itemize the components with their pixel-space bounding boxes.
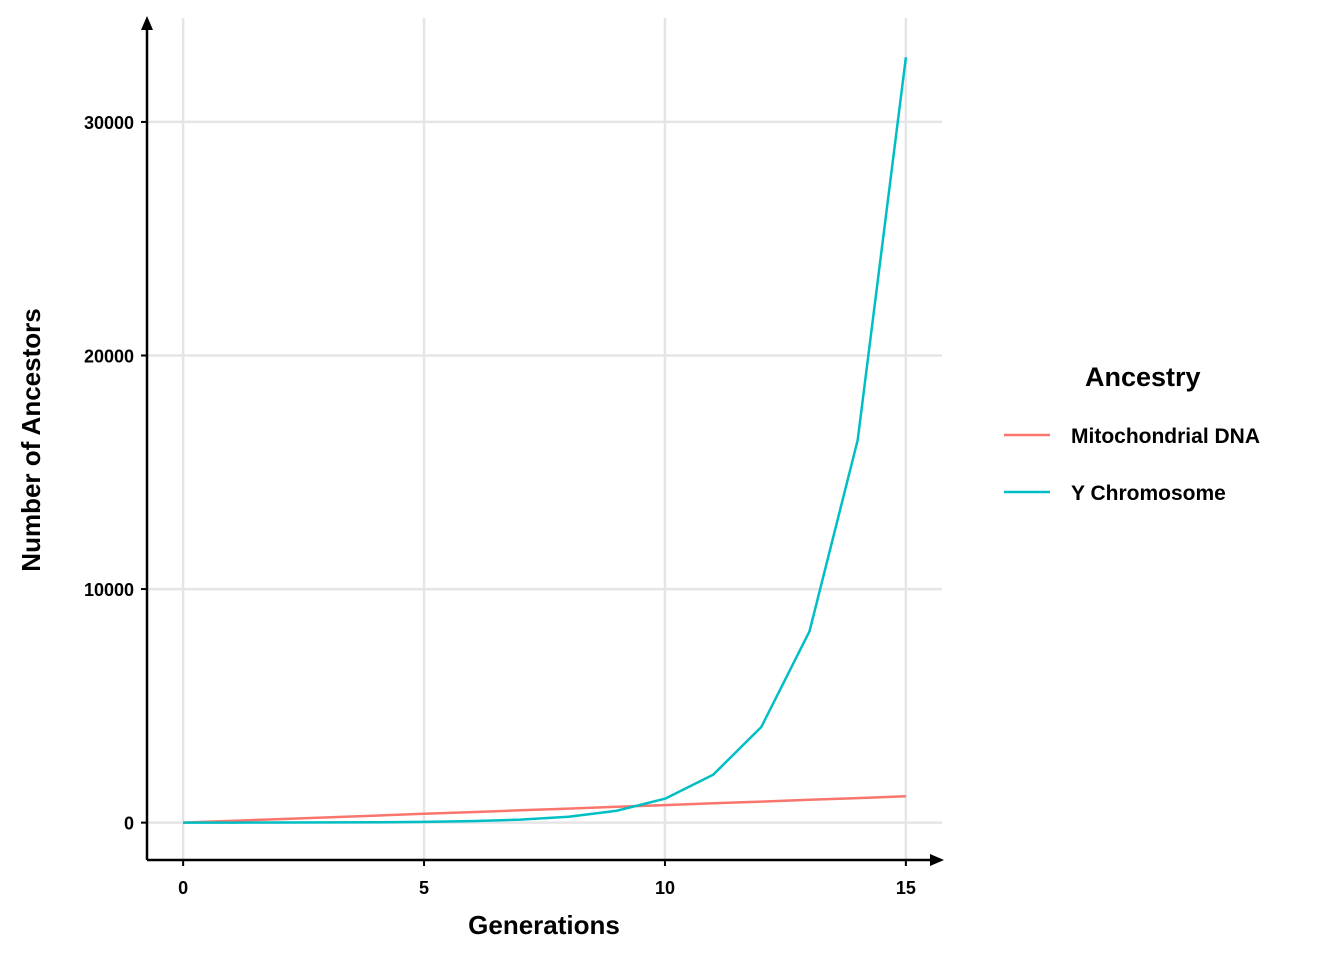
y-tick-label: 30000 (84, 113, 134, 133)
x-tick-label: 0 (178, 878, 188, 898)
x-tick-label: 15 (896, 878, 916, 898)
legend-label-mitochondrial-dna: Mitochondrial DNA (1071, 425, 1260, 448)
x-tick-label: 10 (655, 878, 675, 898)
axes (141, 16, 944, 866)
y-tick-label: 10000 (84, 580, 134, 600)
y-axis-label: Number of Ancestors (16, 308, 46, 571)
legend: Ancestry Mitochondrial DNA Y Chromosome (1004, 362, 1260, 505)
grid (147, 18, 942, 860)
series-line-mitochondrial-dna (183, 795, 906, 824)
y-tick-label: 0 (124, 814, 134, 834)
y-tick-label: 20000 (84, 347, 134, 367)
legend-title: Ancestry (1085, 362, 1201, 392)
x-tick-label: 5 (419, 878, 429, 898)
y-axis-arrow-icon (141, 16, 153, 30)
series-lines (183, 57, 908, 824)
legend-label-y-chromosome: Y Chromosome (1071, 482, 1226, 505)
x-axis-arrow-icon (930, 854, 944, 866)
series-line-y-chromosome (183, 57, 908, 824)
ticks: 0 5 10 15 0 10000 20000 30000 (84, 113, 916, 898)
x-axis-label: Generations (468, 910, 620, 940)
